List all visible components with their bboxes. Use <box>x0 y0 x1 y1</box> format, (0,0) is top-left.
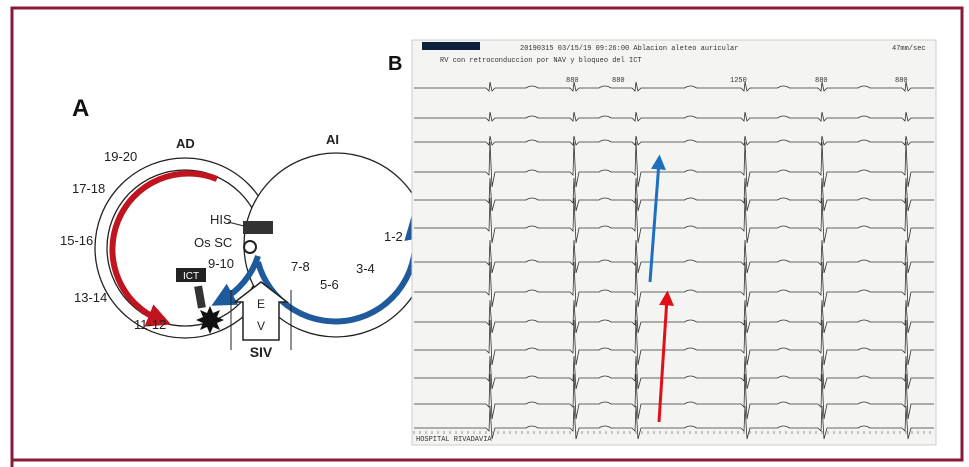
panel-label: A <box>72 95 89 122</box>
os-sc-label: Os SC <box>194 235 232 250</box>
interval: 880 <box>815 77 828 85</box>
segment-label: 15-16 <box>60 233 93 248</box>
ecg-footer: HOSPITAL RIVADAVIA <box>416 436 492 444</box>
ablation-line <box>194 285 206 308</box>
segment-label: 19-20 <box>104 149 137 164</box>
interval: 880 <box>612 77 625 85</box>
ecg-header: 20190315 03/15/19 09:26:00 Ablacion alet… <box>520 45 738 53</box>
his-label: HIS <box>210 212 232 227</box>
atrium-label: AD <box>176 136 195 151</box>
arrow-letter: V <box>257 319 265 333</box>
siv-label: SIV <box>250 344 273 360</box>
atrium-label: AI <box>326 132 339 147</box>
arrow-letter: E <box>257 297 265 311</box>
panel-label: B <box>388 53 402 75</box>
interval: 880 <box>566 77 579 85</box>
segment-label: 1-2 <box>384 229 403 244</box>
segment-label: 5-6 <box>320 277 339 292</box>
ict-label: ICT <box>183 271 199 282</box>
his-block <box>243 221 273 234</box>
segment-label: 17-18 <box>72 181 105 196</box>
burst <box>196 306 224 334</box>
segment-label: 11-12 <box>134 317 166 332</box>
ecg-panel: 20190315 03/15/19 09:26:00 Ablacion alet… <box>412 40 936 445</box>
segment-label: 9-10 <box>208 256 234 271</box>
ecg-speed: 47mm/sec <box>892 45 926 53</box>
panel-a: A AD AI HIS Os SC ICT E V SIV 19-20 17-1… <box>60 95 428 360</box>
interval: 1250 <box>730 77 747 85</box>
segment-label: 3-4 <box>356 261 375 276</box>
segment-label: 7-8 <box>291 259 310 274</box>
segment-label: 13-14 <box>74 290 107 305</box>
redaction <box>422 42 480 50</box>
figure: A AD AI HIS Os SC ICT E V SIV 19-20 17-1… <box>0 0 969 467</box>
ecg-subheader: RV con retroconduccion por NAV y bloqueo… <box>440 57 642 65</box>
os-sc <box>244 241 256 253</box>
